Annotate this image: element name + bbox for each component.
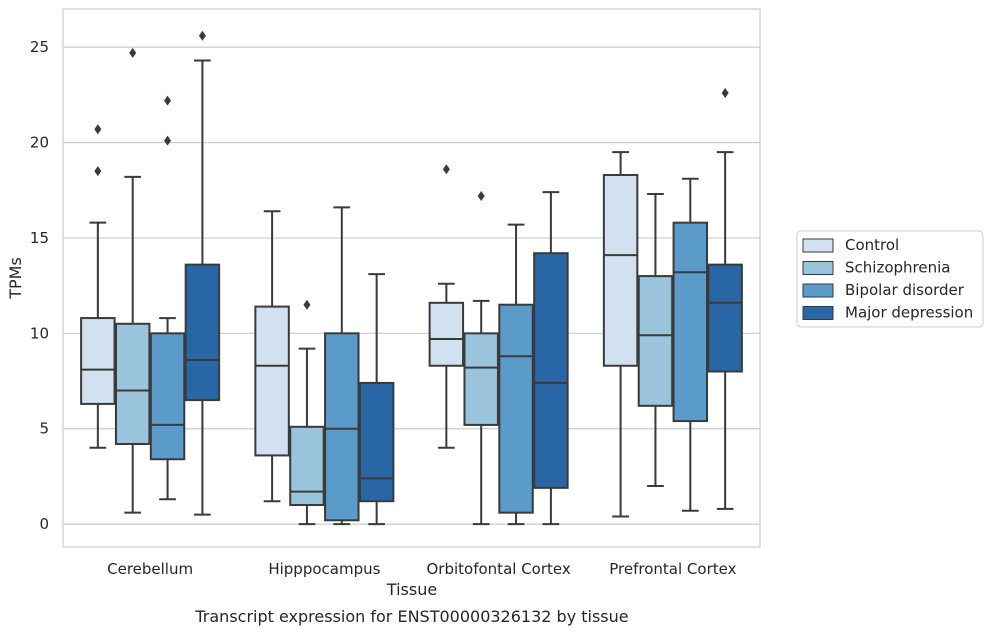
outlier-point bbox=[721, 87, 729, 98]
outlier-point bbox=[129, 47, 137, 58]
box-body bbox=[498, 303, 534, 514]
box-bipolar-disorder bbox=[324, 206, 360, 526]
box-major-depression bbox=[707, 87, 743, 510]
x-axis-title: Tissue bbox=[386, 580, 437, 599]
y-tick-label: 15 bbox=[30, 229, 49, 247]
outlier-point bbox=[94, 166, 102, 177]
box-body bbox=[114, 322, 151, 445]
y-tick-label: 0 bbox=[39, 515, 49, 533]
outlier-point bbox=[164, 135, 172, 146]
box-bipolar-disorder bbox=[149, 95, 186, 501]
legend-label: Control bbox=[845, 236, 899, 254]
outlier-point bbox=[164, 95, 172, 106]
outlier-point bbox=[442, 164, 450, 175]
outlier-point bbox=[198, 30, 206, 41]
box-body bbox=[428, 301, 465, 367]
box-bipolar-disorder bbox=[498, 223, 534, 526]
box-schizophrenia bbox=[114, 47, 151, 514]
box-body bbox=[358, 381, 395, 503]
legend-frame bbox=[796, 230, 984, 328]
box-control bbox=[254, 210, 290, 503]
box-body bbox=[533, 252, 569, 489]
y-tick-label: 20 bbox=[30, 134, 49, 152]
box-major-depression bbox=[184, 30, 221, 516]
y-axis-title: TPMs bbox=[6, 257, 25, 300]
box-body bbox=[637, 275, 674, 407]
box-body bbox=[324, 332, 360, 522]
box-control bbox=[80, 124, 116, 449]
legend-swatch bbox=[802, 261, 834, 275]
x-tick-label: Cerebellum bbox=[107, 560, 193, 578]
outlier-point bbox=[94, 124, 102, 135]
outlier-point bbox=[477, 190, 485, 201]
box-body bbox=[289, 425, 325, 507]
x-tick-label: Orbitofontal Cortex bbox=[427, 560, 571, 578]
box-control bbox=[602, 151, 639, 518]
x-axis-ticks: Cerebellum Hipppocampus Orbitofontal Corte… bbox=[107, 560, 736, 578]
box-body bbox=[80, 317, 116, 405]
box-body bbox=[254, 305, 290, 457]
box-schizophrenia bbox=[637, 193, 674, 487]
box-control bbox=[428, 164, 465, 449]
plot-frame bbox=[62, 8, 761, 548]
box-body bbox=[463, 332, 499, 426]
legend: Control Schizophrenia Bipolar disorder Majo… bbox=[796, 230, 984, 328]
box-body bbox=[149, 332, 186, 461]
x-tick-label: Prefrontal Cortex bbox=[609, 560, 736, 578]
legend-label: Major depression bbox=[845, 304, 973, 322]
legend-swatch bbox=[802, 283, 834, 298]
legend-label: Bipolar disorder bbox=[845, 281, 965, 299]
box-body bbox=[672, 221, 709, 423]
y-tick-label: 25 bbox=[30, 38, 49, 56]
box-major-depression bbox=[358, 273, 395, 526]
x-tick-label: Hipppocampus bbox=[268, 560, 380, 578]
box-schizophrenia bbox=[289, 299, 325, 526]
legend-swatch bbox=[802, 238, 834, 253]
box-major-depression bbox=[533, 191, 569, 526]
box-body bbox=[184, 263, 221, 402]
box-body bbox=[707, 263, 743, 373]
box-bipolar-disorder bbox=[672, 177, 709, 512]
outlier-point bbox=[303, 299, 311, 310]
plot-boxes bbox=[80, 30, 743, 526]
y-tick-label: 10 bbox=[30, 324, 49, 342]
legend-swatch bbox=[802, 306, 834, 320]
box-schizophrenia bbox=[463, 190, 499, 526]
y-tick-label: 5 bbox=[39, 420, 49, 438]
y-axis-ticks: 0 5 10 15 20 25 bbox=[30, 38, 49, 533]
chart-caption: Transcript expression for ENST0000032613… bbox=[194, 607, 628, 626]
box-body bbox=[602, 173, 639, 367]
legend-label: Schizophrenia bbox=[845, 259, 950, 277]
